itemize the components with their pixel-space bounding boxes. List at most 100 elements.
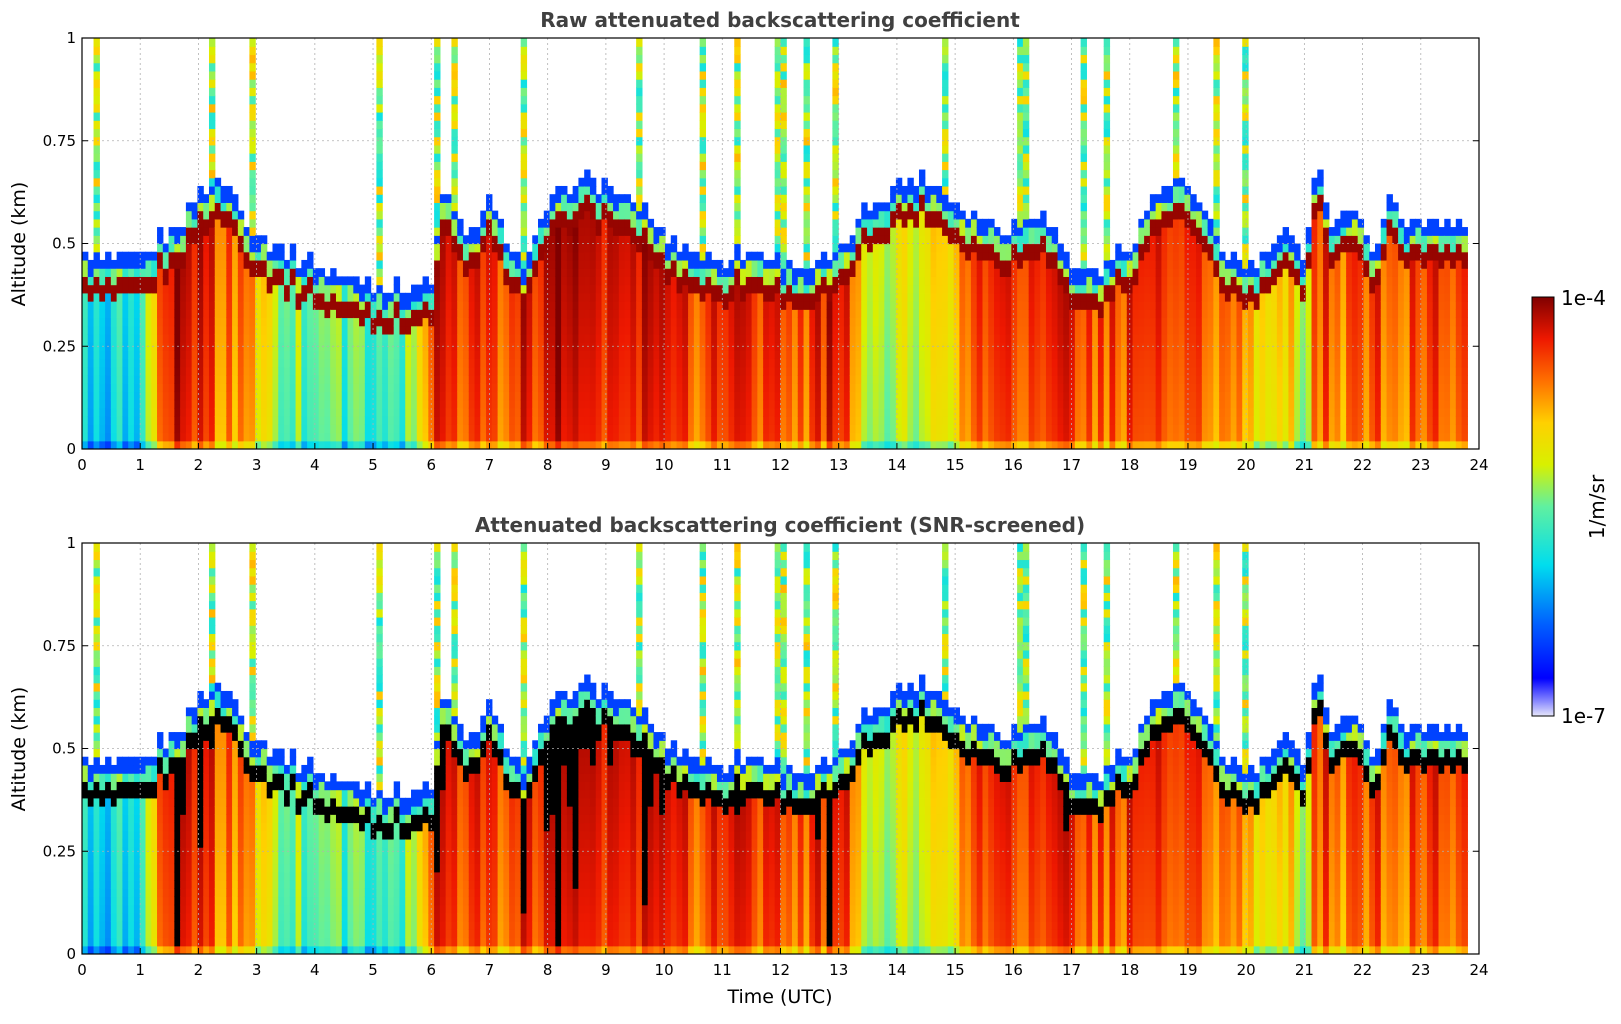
heat-cell: [768, 375, 776, 384]
heat-cell: [411, 301, 418, 310]
heat-cell: [289, 424, 297, 434]
heat-cell: [618, 416, 626, 425]
heat-cell: [260, 407, 268, 417]
heat-cell: [693, 391, 701, 401]
heat-cell: [595, 358, 603, 368]
heat-cell: [913, 317, 920, 327]
heat-cell: [867, 391, 874, 401]
heat-cell: [255, 301, 262, 310]
heat-cell: [947, 227, 955, 236]
heat-cell: [393, 350, 401, 360]
heat-cell: [232, 227, 239, 236]
heat-cell: [474, 243, 481, 253]
heat-cell: [208, 292, 216, 302]
heat-cell: [774, 185, 782, 195]
heat-cell: [376, 243, 383, 253]
heat-cell: [370, 301, 377, 310]
heat-cell: [942, 79, 949, 88]
heat-cell: [890, 325, 897, 335]
heat-cell: [965, 218, 972, 228]
heat-cell: [918, 325, 926, 335]
heat-cell: [180, 243, 187, 253]
heat-cell: [630, 366, 637, 376]
heat-cell: [324, 407, 331, 417]
heat-cell: [832, 268, 839, 277]
heat-cell: [353, 424, 360, 434]
heat-cell: [543, 309, 551, 319]
heat-cell: [399, 358, 406, 368]
heat-cell: [884, 259, 891, 269]
heat-cell: [174, 399, 181, 409]
heat-cell: [688, 358, 695, 368]
heat-cell: [924, 251, 932, 261]
heat-cell: [462, 235, 470, 245]
heat-cell: [249, 325, 256, 335]
heat-cell: [861, 276, 868, 286]
heat-cell: [728, 366, 735, 376]
heat-cell: [468, 407, 476, 417]
heat-cell: [1034, 424, 1041, 434]
heat-cell: [509, 301, 516, 310]
heat-cell: [243, 416, 250, 425]
heat-cell: [670, 251, 678, 261]
heat-cell: [994, 416, 1001, 425]
heat-cell: [913, 375, 920, 384]
heat-cell: [676, 424, 683, 434]
heat-cell: [843, 309, 851, 319]
heat-cell: [572, 194, 580, 203]
heat-cell: [232, 375, 239, 384]
heat-cell: [872, 391, 880, 401]
heat-cell: [451, 153, 458, 162]
heat-cell: [561, 251, 568, 261]
heat-cell: [601, 440, 608, 449]
heat-cell: [232, 301, 239, 310]
heat-cell: [1028, 416, 1036, 425]
heat-cell: [249, 383, 256, 393]
heat-cell: [1057, 350, 1064, 360]
heat-cell: [411, 333, 418, 343]
panel-raw: Raw attenuated backscattering coefficien…: [8, 8, 1489, 474]
heat-cell: [474, 251, 481, 261]
heat-cell: [699, 62, 707, 72]
heat-cell: [82, 284, 89, 294]
heat-cell: [133, 317, 141, 327]
heat-cell: [716, 424, 724, 434]
heat-cell: [197, 210, 204, 220]
heat-cell: [826, 424, 833, 434]
heat-cell: [584, 301, 591, 310]
heat-cell: [1051, 276, 1059, 286]
heat-cell: [468, 350, 476, 360]
heat-cell: [549, 317, 556, 327]
heat-cell: [1057, 284, 1064, 294]
heat-cell: [589, 325, 597, 335]
heat-cell: [474, 284, 481, 294]
heat-cell: [918, 366, 926, 376]
heat-cell: [584, 235, 591, 245]
heat-cell: [630, 284, 637, 294]
heat-cell: [197, 432, 204, 442]
heat-cell: [774, 235, 782, 245]
heat-cell: [918, 432, 926, 442]
heat-cell: [803, 440, 810, 449]
heat-cell: [659, 391, 666, 401]
heat-cell: [503, 284, 510, 294]
heat-cell: [867, 268, 874, 277]
heat-cell: [295, 432, 302, 442]
heat-cell: [116, 333, 123, 343]
heat-cell: [965, 259, 972, 269]
heat-cell: [774, 218, 782, 228]
heat-cell: [376, 424, 383, 434]
heat-cell: [497, 301, 504, 310]
heat-cell: [636, 366, 643, 376]
heat-cell: [422, 301, 429, 310]
heat-cell: [191, 259, 199, 269]
heat-cell: [330, 424, 337, 434]
heat-cell: [884, 366, 891, 376]
heat-cell: [451, 375, 458, 384]
heat-cell: [376, 128, 383, 138]
heat-cell: [480, 243, 487, 253]
heat-cell: [942, 111, 949, 121]
heat-cell: [734, 120, 741, 130]
heat-cell: [578, 202, 585, 212]
heat-cell: [168, 407, 175, 417]
